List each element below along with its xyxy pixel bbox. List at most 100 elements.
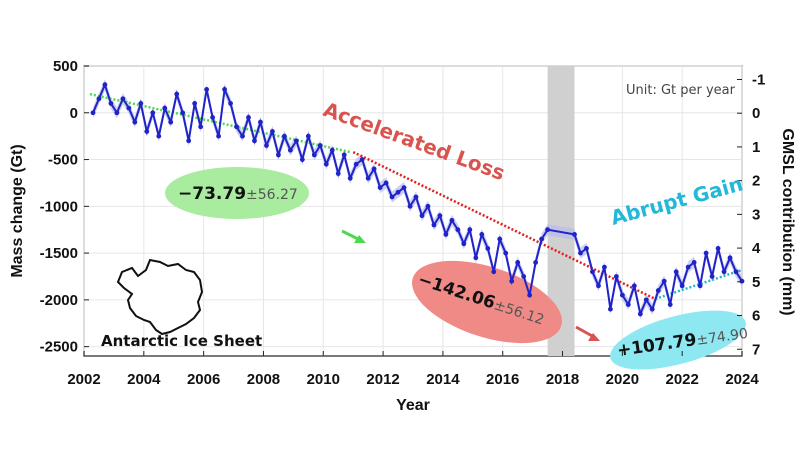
series-point [144, 129, 150, 134]
y-tick-label: -1000 [40, 198, 78, 215]
series-point [365, 175, 371, 181]
series-point [509, 278, 515, 284]
series-point [377, 185, 383, 191]
series-point [353, 161, 359, 167]
series-point [590, 269, 595, 275]
series-point [572, 231, 577, 237]
series-point [473, 255, 479, 261]
series-point [108, 101, 114, 106]
series-point [281, 133, 287, 139]
x-tick-label: 2002 [67, 371, 100, 388]
right-axis: -1 0 1 2 3 4 5 6 7 [737, 71, 765, 358]
series-point [527, 292, 533, 298]
series-point [727, 255, 733, 261]
series-point [228, 101, 233, 106]
x-tick-label: 2004 [127, 371, 161, 388]
series-point [132, 119, 138, 125]
series-point [533, 260, 539, 265]
series-point [305, 133, 311, 139]
rate-value-early: −73.79 [178, 184, 246, 204]
series-point [359, 157, 365, 162]
series-point [733, 269, 739, 275]
series-point [667, 302, 673, 307]
rate-ellipse-gain [610, 310, 746, 370]
y-tick-label: 500 [53, 58, 78, 75]
series-point [467, 227, 473, 233]
series-point [608, 306, 613, 312]
series-point [497, 236, 503, 242]
series-point [661, 278, 667, 284]
series-point [138, 101, 144, 106]
series-point [697, 283, 703, 289]
series-mass-change [90, 81, 745, 318]
series-point [485, 246, 491, 251]
x-tick-label: 2008 [247, 371, 280, 388]
x-tick-label: 2010 [307, 371, 340, 388]
series-point [449, 217, 455, 223]
series-point [96, 96, 102, 102]
rate-unc-gain: ±74.90 [695, 326, 749, 349]
series-point [709, 274, 715, 279]
series-point [347, 175, 353, 181]
series-point [234, 124, 239, 130]
series-point [114, 110, 120, 116]
series-point [545, 227, 550, 233]
x-tick-label: 2018 [546, 371, 579, 388]
series-point [637, 311, 643, 317]
series-point [287, 147, 293, 153]
series-point [578, 250, 583, 256]
y2-tick-label: 6 [752, 308, 760, 325]
rate-ellipse-early [165, 167, 309, 219]
series-point [341, 152, 347, 158]
series-point [168, 119, 174, 125]
series-point [584, 246, 589, 251]
x-axis-title: Year [396, 397, 430, 414]
series-point [679, 283, 685, 289]
series-point [389, 194, 395, 200]
series-line [92, 81, 743, 318]
series-point [673, 269, 679, 275]
series-point [222, 86, 227, 92]
series-point [276, 152, 281, 158]
antarctic-ice-sheet-caption: Antarctic Ice Sheet [101, 332, 262, 350]
series-point [371, 166, 377, 172]
series-point [491, 269, 497, 275]
x-tick-label: 2006 [187, 371, 220, 388]
series-point [90, 110, 96, 116]
series-point [643, 297, 649, 303]
y2-axis-title: GMSL contribution (mm) [779, 128, 796, 315]
y-tick-label: -500 [48, 152, 78, 169]
series-point [461, 241, 467, 247]
series-point [264, 143, 269, 148]
series-point [479, 231, 485, 237]
series-point [521, 274, 527, 279]
series-point [455, 227, 461, 233]
series-point [715, 246, 721, 251]
series-point [602, 264, 607, 270]
series-point [539, 236, 545, 242]
series-point [413, 194, 419, 200]
y2-tick-label: -1 [752, 71, 765, 88]
series-point [270, 129, 275, 134]
series-point [739, 278, 745, 284]
series-point [258, 119, 263, 125]
y-tick-label: -2000 [40, 292, 78, 309]
series-point [419, 213, 425, 219]
series-point [383, 180, 389, 186]
y-axis-title: Mass change (Gt) [9, 144, 26, 277]
series-point [703, 250, 709, 256]
x-tick-label: 2012 [366, 371, 399, 388]
unit-note: Unit: Gt per year [626, 83, 736, 98]
series-point [401, 185, 407, 191]
series-point [311, 152, 317, 158]
series-point [246, 115, 251, 120]
arrow-red-icon [575, 325, 600, 341]
series-point [317, 143, 323, 148]
arrow-green-icon [341, 229, 366, 243]
y2-tick-label: 0 [752, 105, 760, 122]
series-point [204, 86, 210, 92]
y-tick-label: -2500 [40, 339, 78, 356]
series-point [691, 260, 697, 265]
series-point [240, 133, 245, 139]
